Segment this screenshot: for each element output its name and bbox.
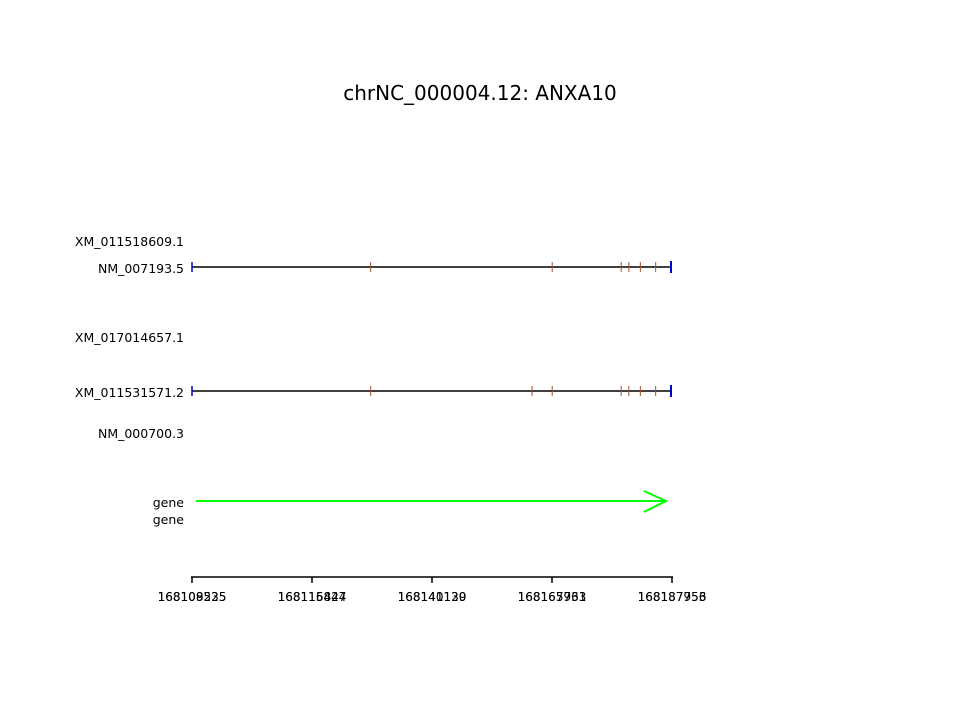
track-label-gene-arrow: gene [153,495,185,510]
figure-title: chrNC_000004.12: ANXA10 [343,81,617,105]
gene-arrow [196,490,669,513]
x-axis-tick-label: 168108525 [158,590,227,604]
x-axis-tick-label: 168167933 [518,590,587,604]
track-label-xm-017014657: XM_017014657.1 [75,330,184,345]
x-axis-tick-label: 168187753 [638,590,707,604]
x-axis-tick-label: 168187956 [638,590,707,604]
x-axis-tick-label: 168141129 [398,590,467,604]
track-label-nm-007193: NM_007193.5 [98,261,184,276]
track-label-gene: gene [153,512,185,527]
x-axis-tick-label: 168115844 [278,590,347,604]
track-label-xm-011518609: XM_011518609.1 [75,234,184,249]
x-axis-tick-label: 168140130 [398,590,467,604]
gene-arrow-head [643,490,669,513]
transcript-track-xm-011531571 [191,385,672,397]
x-axis-tick-label: 168116427 [278,590,347,604]
x-axis-tick-label: 168165761 [518,590,587,604]
x-axis-tick-label: 168109235 [158,590,227,604]
track-label-nm-000700: NM_000700.3 [98,426,184,441]
track-label-xm-011531571: XM_011531571.2 [75,385,184,400]
transcript-track-nm-007193 [191,261,672,273]
